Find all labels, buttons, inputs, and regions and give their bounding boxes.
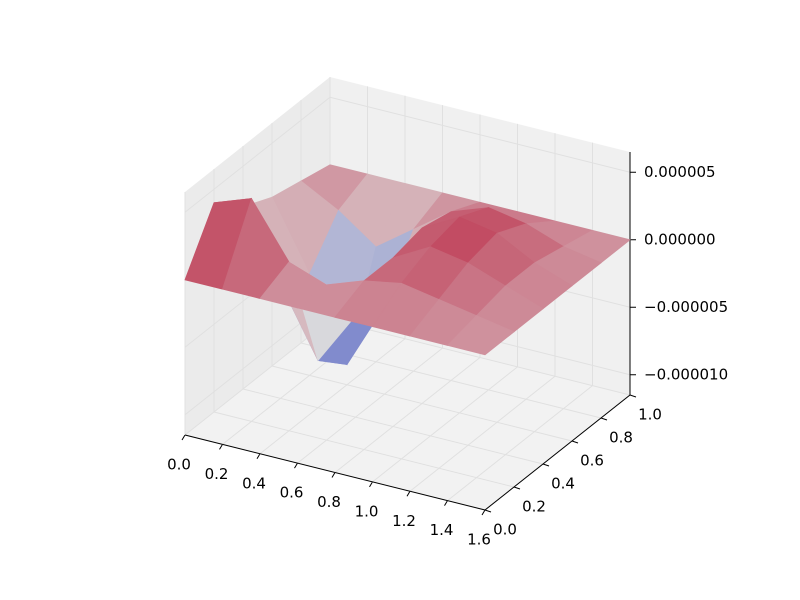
x-tick-label: 0.8: [317, 493, 341, 511]
z-tick-label: 0.000005: [644, 163, 716, 181]
x-tick: [219, 444, 223, 450]
x-tick-label: 0.0: [167, 456, 191, 474]
z-tick-label: 0.000000: [644, 230, 716, 248]
z-tick-label: −0.000005: [644, 298, 728, 316]
x-tick: [481, 509, 486, 516]
x-tick-label: 0.6: [280, 484, 304, 502]
x-tick: [406, 490, 411, 497]
y-tick: [600, 417, 608, 421]
x-tick-label: 1.4: [430, 521, 454, 539]
surface-cell: [446, 315, 515, 356]
z-tick-label: −0.000010: [644, 365, 728, 383]
grid-line: [409, 375, 556, 492]
grid-line: [297, 347, 443, 464]
y-axis: [484, 394, 631, 511]
grid-line: [184, 319, 331, 436]
x-tick-label: 0.4: [242, 474, 266, 492]
x-tick: [369, 481, 373, 488]
y-tick-label: 0.6: [580, 452, 604, 470]
x-tick: [331, 472, 336, 478]
x-tick: [294, 462, 298, 469]
y-tick: [629, 394, 637, 398]
y-tick-label: 1.0: [638, 406, 662, 424]
grid-line: [329, 319, 631, 396]
x-tick: [444, 500, 448, 506]
y-tick-label: 0.2: [522, 498, 546, 516]
grid-line: [271, 365, 573, 442]
x-tick: [256, 453, 261, 460]
grid-line: [329, 96, 631, 173]
y-tick: [542, 463, 550, 467]
grid-line: [447, 385, 593, 502]
y-tick-label: 0.4: [551, 475, 575, 493]
x-axis: [184, 434, 486, 511]
x-tick: [181, 434, 186, 441]
y-tick-label: 0.8: [609, 429, 633, 447]
grid-line: [259, 338, 406, 455]
y-tick: [571, 440, 579, 444]
grid-line: [334, 357, 481, 473]
x-tick-label: 1.6: [467, 531, 491, 549]
grid-line: [372, 366, 518, 483]
x-tick-label: 1.2: [392, 512, 416, 530]
x-tick-label: 0.2: [205, 465, 229, 483]
y-tick: [513, 486, 521, 490]
grid-line: [213, 411, 515, 488]
grid-line: [184, 96, 331, 213]
x-tick-label: 1.0: [355, 502, 379, 520]
y-tick-label: 0.0: [493, 521, 517, 539]
y-tick: [484, 509, 492, 513]
grid-line: [242, 388, 544, 465]
